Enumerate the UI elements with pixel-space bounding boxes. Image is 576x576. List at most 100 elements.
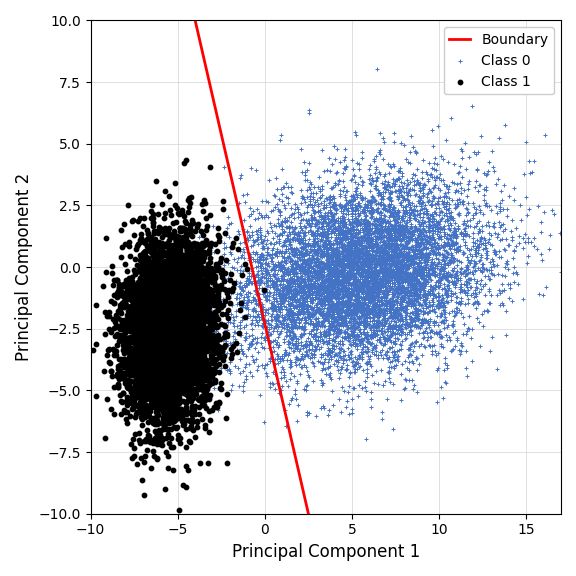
Class 0 <box>233 266 242 275</box>
Class 0 <box>285 222 294 232</box>
Class 0 <box>337 297 346 306</box>
Class 0 <box>254 252 263 261</box>
Class 1 <box>197 281 206 290</box>
Class 0 <box>272 184 282 194</box>
Class 1 <box>188 365 198 374</box>
Class 1 <box>120 355 130 365</box>
Class 0 <box>289 346 298 355</box>
Class 1 <box>206 319 215 328</box>
Class 0 <box>388 255 397 264</box>
Class 0 <box>404 375 414 384</box>
Class 0 <box>343 284 353 293</box>
Class 1 <box>179 341 188 350</box>
Class 1 <box>176 276 185 286</box>
Class 1 <box>165 249 175 259</box>
Class 0 <box>378 253 387 263</box>
Class 0 <box>287 256 296 265</box>
Class 0 <box>355 326 364 335</box>
Class 1 <box>156 377 165 386</box>
Class 0 <box>368 314 377 323</box>
Class 0 <box>391 215 400 224</box>
Class 1 <box>192 289 201 298</box>
Class 1 <box>162 329 171 338</box>
Class 1 <box>192 416 202 426</box>
Class 1 <box>147 319 156 328</box>
Class 1 <box>166 286 175 295</box>
Class 0 <box>313 272 323 281</box>
Class 1 <box>153 350 162 359</box>
Class 1 <box>173 317 183 327</box>
Class 1 <box>206 287 215 297</box>
Class 0 <box>287 319 296 328</box>
Class 0 <box>335 348 344 358</box>
Class 0 <box>290 276 299 286</box>
Class 1 <box>146 404 155 413</box>
Class 1 <box>189 330 198 339</box>
Class 1 <box>172 302 181 311</box>
Class 1 <box>123 382 132 391</box>
Class 0 <box>371 183 380 192</box>
Class 0 <box>341 277 350 286</box>
Class 1 <box>151 363 160 372</box>
Class 1 <box>188 353 198 362</box>
Class 0 <box>343 324 353 333</box>
Class 1 <box>172 252 181 261</box>
Class 0 <box>418 204 427 213</box>
Class 0 <box>377 194 386 203</box>
Class 0 <box>471 303 480 312</box>
Class 1 <box>158 337 167 346</box>
Class 0 <box>338 273 347 282</box>
Class 1 <box>172 371 181 380</box>
Class 1 <box>143 434 153 443</box>
Class 0 <box>414 219 423 228</box>
Class 0 <box>333 351 342 360</box>
Class 0 <box>392 218 401 228</box>
Class 1 <box>134 429 143 438</box>
Class 1 <box>137 350 146 359</box>
Class 1 <box>118 361 127 370</box>
Class 0 <box>325 369 334 378</box>
Class 1 <box>157 325 166 334</box>
Class 1 <box>153 340 162 350</box>
Class 0 <box>256 303 266 312</box>
Class 0 <box>314 336 323 345</box>
Class 1 <box>196 319 206 328</box>
Class 1 <box>166 312 175 321</box>
Class 1 <box>217 253 226 263</box>
Class 0 <box>282 294 291 303</box>
Class 0 <box>258 323 267 332</box>
Class 0 <box>365 206 374 215</box>
Class 1 <box>164 359 173 368</box>
Class 1 <box>156 370 165 379</box>
Class 0 <box>262 282 271 291</box>
Class 0 <box>335 230 344 240</box>
Class 0 <box>453 168 462 177</box>
Class 0 <box>299 255 308 264</box>
Class 0 <box>294 335 303 344</box>
Class 0 <box>424 175 433 184</box>
Class 1 <box>199 358 209 367</box>
Class 0 <box>357 260 366 269</box>
Class 1 <box>135 334 145 343</box>
Class 0 <box>362 289 372 298</box>
Class 0 <box>297 262 306 271</box>
Class 1 <box>203 362 213 372</box>
Class 0 <box>447 195 456 204</box>
Class 1 <box>168 323 177 332</box>
Class 1 <box>146 272 156 282</box>
Class 0 <box>398 255 407 264</box>
Class 1 <box>170 367 179 376</box>
Class 1 <box>183 195 192 204</box>
Class 1 <box>155 405 164 414</box>
Class 0 <box>360 313 369 323</box>
Class 0 <box>358 248 367 257</box>
Class 0 <box>312 306 321 316</box>
Class 1 <box>167 329 176 339</box>
Class 0 <box>353 334 362 343</box>
Class 1 <box>136 380 145 389</box>
Class 0 <box>340 260 349 270</box>
Class 0 <box>304 308 313 317</box>
Class 1 <box>187 269 196 278</box>
Class 1 <box>195 395 204 404</box>
Class 0 <box>443 247 452 256</box>
